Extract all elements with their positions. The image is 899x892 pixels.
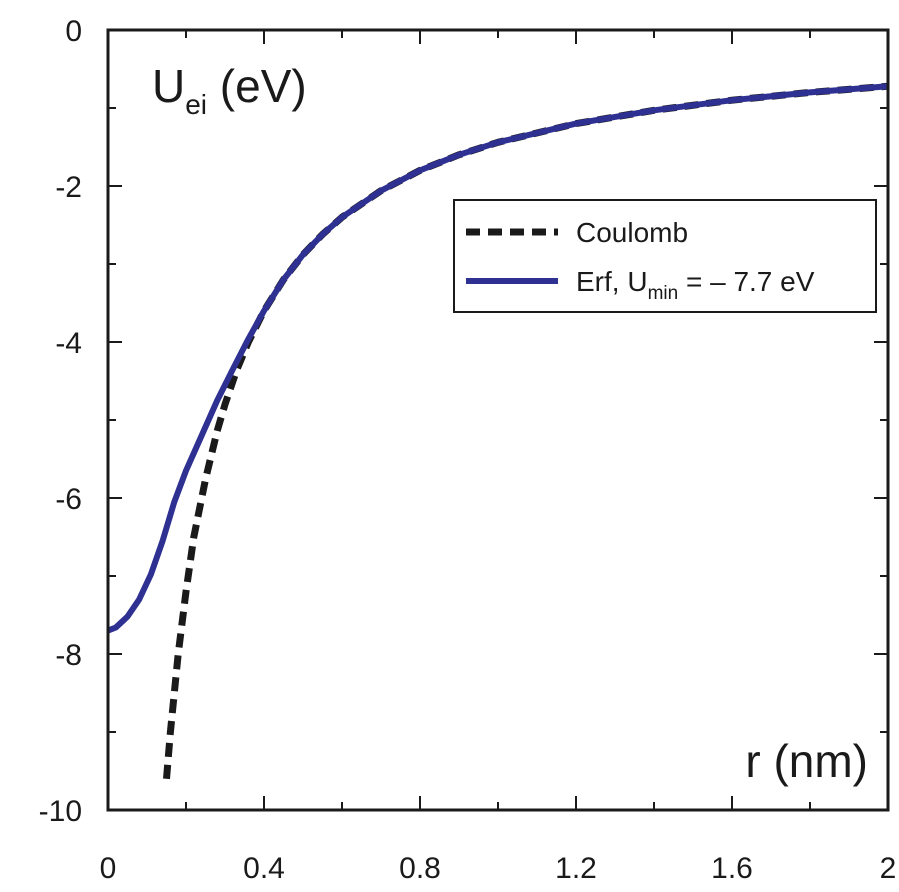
legend-label-erf-rest: = – 7.7 eV <box>678 266 815 297</box>
plot-frame <box>106 28 890 812</box>
x-tick-label: 0.4 <box>243 852 285 885</box>
y-axis-title-main: U <box>152 60 185 112</box>
legend-label-coulomb: Coulomb <box>576 217 688 248</box>
x-tick-label: 1.6 <box>711 852 753 885</box>
x-tick-label: 1.2 <box>555 852 597 885</box>
x-tick-label: 2 <box>880 852 897 885</box>
y-tick-label: -4 <box>55 327 82 360</box>
legend-label-erf-main: Erf, U <box>576 266 648 297</box>
ticks <box>107 29 889 811</box>
y-tick-label: -10 <box>39 795 82 828</box>
x-tick-label: 0 <box>100 852 117 885</box>
legend: Coulomb Erf, Umin = – 7.7 eV <box>453 199 877 313</box>
series-line-coulomb <box>163 82 889 780</box>
legend-label-erf-subscript: min <box>648 283 679 304</box>
series-line-erf <box>106 83 889 634</box>
x-tick-label: 0.8 <box>399 852 441 885</box>
tick-labels: 0 0.4 0.8 1.2 1.6 2 0 -2 -4 -6 -8 -10 <box>39 15 897 885</box>
x-axis-title: r (nm) <box>745 735 868 787</box>
y-tick-label: -6 <box>55 483 82 516</box>
y-axis-title-unit: (eV) <box>207 60 307 112</box>
y-axis-title: Uei (eV) <box>152 60 307 120</box>
y-tick-label: -8 <box>55 639 82 672</box>
legend-label-erf: Erf, Umin = – 7.7 eV <box>576 266 815 304</box>
y-tick-label: -2 <box>55 171 82 204</box>
y-axis-title-subscript: ei <box>185 89 207 120</box>
plot-lines <box>106 82 889 780</box>
legend-box <box>453 199 877 313</box>
y-tick-label: 0 <box>65 15 82 48</box>
